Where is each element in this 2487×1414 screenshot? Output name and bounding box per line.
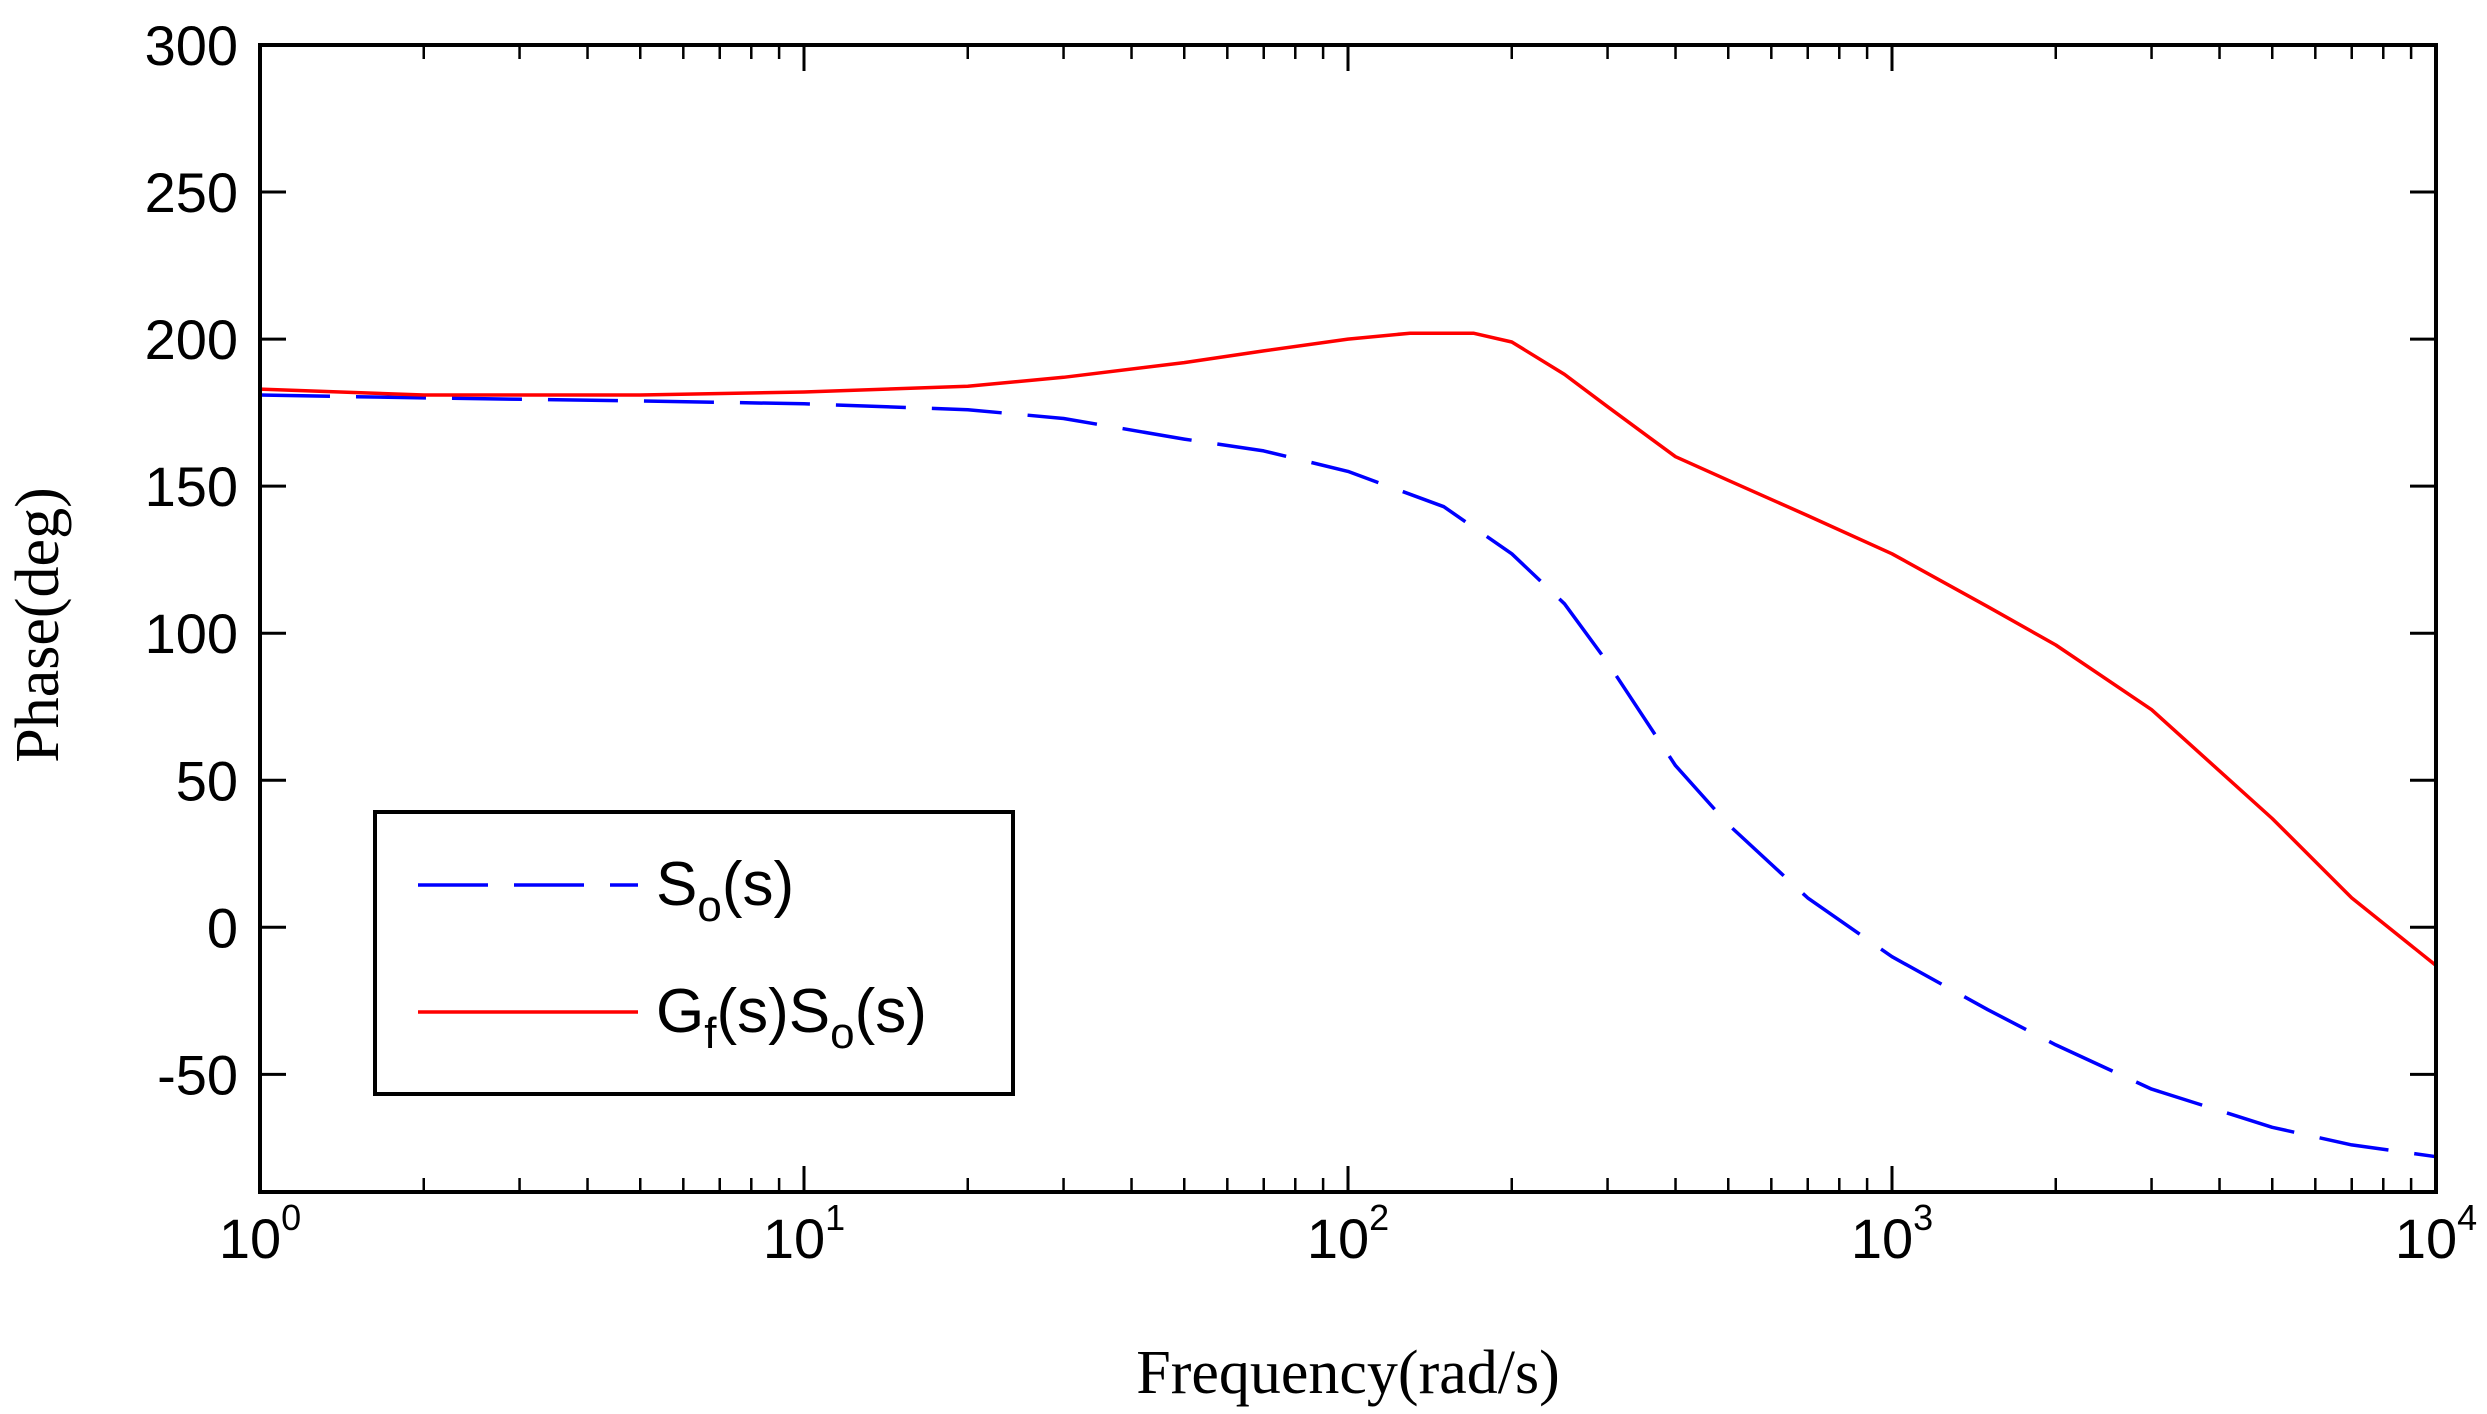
data-point bbox=[2272, 1127, 2273, 1128]
data-point bbox=[1511, 342, 1512, 343]
plot-frame bbox=[258, 43, 2438, 1194]
axis-ticks bbox=[258, 43, 2438, 1192]
x-tick-label: 103 bbox=[1851, 1197, 1933, 1270]
legend-gfso-part2-sub: o bbox=[830, 1009, 854, 1058]
legend-box bbox=[373, 810, 1015, 1096]
legend-gfso-part3-main: (s) bbox=[855, 977, 927, 1046]
data-point bbox=[1892, 956, 1893, 957]
legend-gfso-part2-main: (s)S bbox=[716, 977, 830, 1046]
x-tick-base: 10 bbox=[1307, 1207, 1369, 1270]
y-tick-label: 150 bbox=[145, 455, 238, 518]
x-tick-exponent: 4 bbox=[2457, 1197, 2477, 1238]
data-point bbox=[1063, 377, 1064, 378]
x-tick-label: 102 bbox=[1307, 1197, 1389, 1270]
data-point bbox=[1063, 418, 1064, 419]
data-point bbox=[1987, 1009, 1988, 1010]
x-tick-exponent: 0 bbox=[281, 1197, 301, 1238]
data-point bbox=[1987, 606, 1988, 607]
data-point bbox=[2055, 1044, 2056, 1045]
data-point bbox=[423, 397, 424, 398]
legend-gfso-part1-sub: f bbox=[704, 1009, 717, 1058]
y-tick-labels: 300 250 200 150 100 50 0 -50 bbox=[145, 14, 238, 1106]
data-point bbox=[804, 403, 805, 404]
data-point bbox=[640, 394, 641, 395]
x-tick-labels: 100 101 102 103 104 bbox=[219, 1197, 2477, 1270]
data-point bbox=[1607, 406, 1608, 407]
y-tick-label: 0 bbox=[207, 896, 238, 959]
x-tick-base: 10 bbox=[2395, 1207, 2457, 1270]
data-point bbox=[1263, 450, 1264, 451]
data-point bbox=[2151, 709, 2152, 710]
x-tick-exponent: 3 bbox=[1913, 1197, 1933, 1238]
legend-gfso-part1-main: G bbox=[656, 977, 704, 1046]
data-point bbox=[1675, 456, 1676, 457]
data-point bbox=[1728, 480, 1729, 481]
data-point bbox=[1511, 553, 1512, 554]
data-point bbox=[804, 392, 805, 393]
data-point bbox=[1564, 374, 1565, 375]
legend-so-tail: (s) bbox=[722, 850, 794, 919]
data-point bbox=[1807, 897, 1808, 898]
y-axis-title: Phase(deg) bbox=[4, 487, 72, 762]
data-point bbox=[2151, 1089, 2152, 1090]
y-tick-label: 200 bbox=[145, 308, 238, 371]
data-point bbox=[2055, 644, 2056, 645]
data-point bbox=[1184, 439, 1185, 440]
data-point bbox=[1473, 333, 1474, 334]
series-line-gfso bbox=[259, 331, 2438, 967]
data-point bbox=[2351, 1144, 2352, 1145]
x-axis-title: Frequency(rad/s) bbox=[1136, 1339, 1560, 1407]
x-tick-label: 100 bbox=[219, 1197, 301, 1270]
y-tick-label: 100 bbox=[145, 602, 238, 665]
x-tick-base: 10 bbox=[763, 1207, 825, 1270]
data-point bbox=[1607, 662, 1608, 663]
data-point bbox=[423, 394, 424, 395]
data-series bbox=[259, 331, 2438, 1159]
data-point bbox=[1564, 603, 1565, 604]
x-tick-exponent: 1 bbox=[825, 1197, 845, 1238]
data-point bbox=[1443, 506, 1444, 507]
x-tick-base: 10 bbox=[219, 1207, 281, 1270]
data-point bbox=[1348, 471, 1349, 472]
x-tick-label: 104 bbox=[2395, 1197, 2477, 1270]
legend-label-so: So(s) bbox=[656, 850, 794, 931]
x-tick-label: 101 bbox=[763, 1197, 845, 1270]
y-tick-label: 300 bbox=[145, 14, 238, 77]
legend-label-gfso: Gf(s)So(s) bbox=[656, 977, 927, 1058]
y-tick-label: 50 bbox=[176, 749, 238, 812]
data-point bbox=[1348, 339, 1349, 340]
legend: So(s) Gf(s)So(s) bbox=[373, 810, 1015, 1096]
data-point bbox=[1263, 350, 1264, 351]
series-line-so bbox=[259, 393, 2437, 1159]
x-tick-base: 10 bbox=[1851, 1207, 1913, 1270]
data-point bbox=[2272, 818, 2273, 819]
legend-so-main: S bbox=[656, 850, 697, 919]
y-tick-label: 250 bbox=[145, 161, 238, 224]
data-point bbox=[1807, 515, 1808, 516]
data-point bbox=[1892, 553, 1893, 554]
data-point bbox=[1184, 362, 1185, 363]
data-point bbox=[2351, 897, 2352, 898]
data-point bbox=[967, 386, 968, 387]
data-point bbox=[967, 409, 968, 410]
data-point bbox=[1728, 824, 1729, 825]
data-point bbox=[1409, 333, 1410, 334]
data-point bbox=[1675, 765, 1676, 766]
y-tick-label: -50 bbox=[157, 1043, 238, 1106]
legend-so-sub: o bbox=[697, 882, 721, 931]
data-point bbox=[640, 400, 641, 401]
x-tick-exponent: 2 bbox=[1369, 1197, 1389, 1238]
